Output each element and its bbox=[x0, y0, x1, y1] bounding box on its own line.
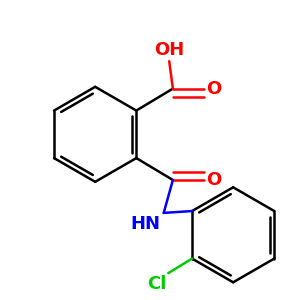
Text: O: O bbox=[206, 80, 221, 98]
Text: Cl: Cl bbox=[147, 275, 167, 293]
Text: OH: OH bbox=[154, 41, 184, 59]
Text: HN: HN bbox=[130, 215, 160, 233]
Text: O: O bbox=[206, 171, 221, 189]
